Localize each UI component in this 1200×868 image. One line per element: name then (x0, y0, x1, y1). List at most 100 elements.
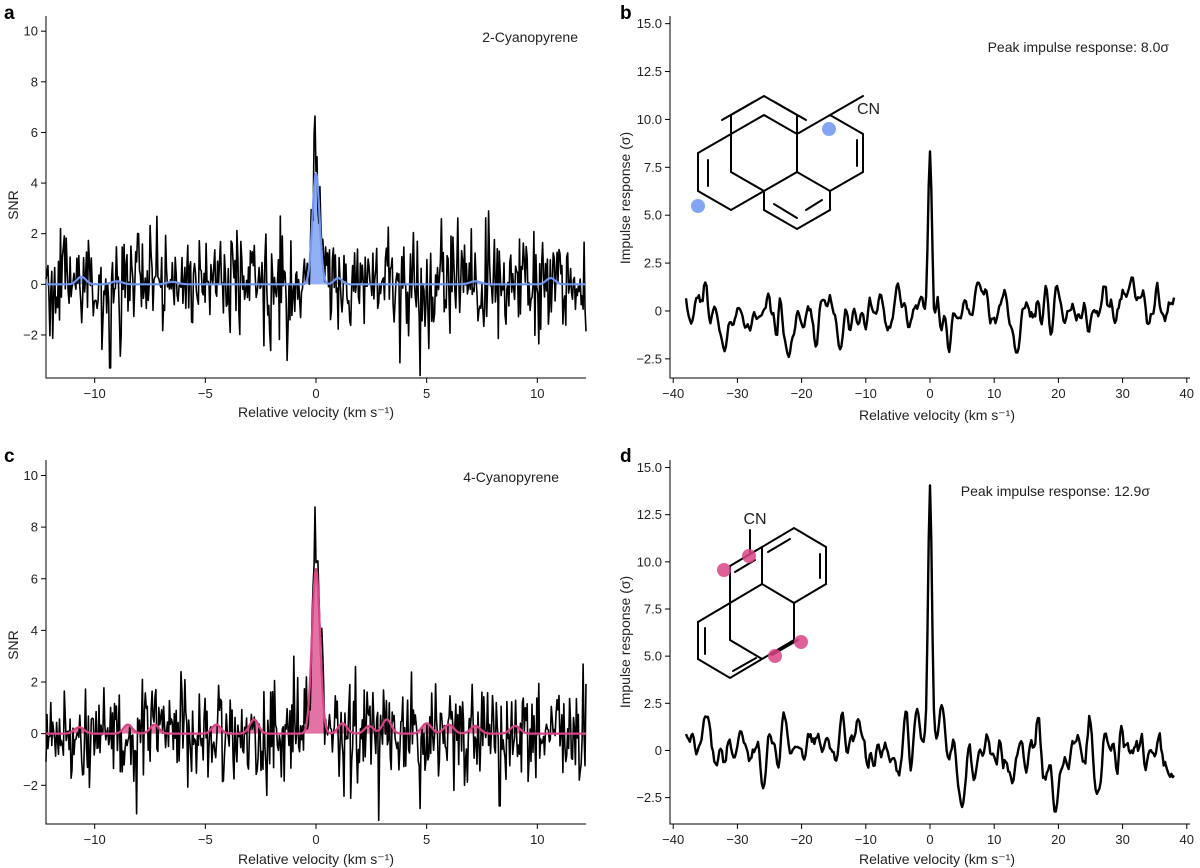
molecule-4-cyanopyrene: CN (697, 511, 827, 680)
x-tick-label-b: 40 (1180, 386, 1194, 401)
y-axis-label-a: SNR (5, 190, 21, 220)
x-tick-label-c: 10 (530, 832, 544, 847)
y-tick-label-a: 10 (24, 24, 38, 39)
y-tick-label-d: 2.5 (644, 696, 662, 711)
mol-b-marker-2 (822, 122, 836, 136)
mol-d-marker-4 (794, 635, 808, 649)
x-tick-label-b: 30 (1115, 386, 1129, 401)
y-tick-label-c: 8 (31, 520, 38, 535)
peak-response-label-d: Peak impulse response: 12.9σ (961, 483, 1151, 499)
x-tick-label-b: −30 (726, 386, 748, 401)
molecule-label-a: 2-Cyanopyrene (482, 29, 578, 45)
axes-c (45, 460, 586, 825)
y-tick-label-c: 0 (31, 726, 38, 741)
panel-letter-c: c (4, 446, 15, 467)
panel-d: d −40 −30 −20 −10 0 10 20 30 40 −2.5 0 2.5 5.0 7.5 10.… (617, 446, 1194, 867)
mol-b-marker-1 (691, 199, 705, 213)
y-tick-label-b: 15.0 (637, 16, 662, 31)
panel-letter-d: d (620, 446, 632, 467)
x-tick-label-d: 10 (987, 832, 1001, 847)
y-tick-label-a: 8 (31, 74, 38, 89)
mol-b-bonds (697, 94, 864, 231)
y-tick-label-b: 2.5 (644, 256, 662, 271)
x-axis-label-b: Relative velocity (km s⁻¹) (859, 407, 1015, 423)
mol-d-bonds (697, 526, 827, 680)
y-tick-label-a: 4 (31, 176, 38, 191)
y-tick-label-d: 12.5 (637, 507, 662, 522)
panel-letter-b: b (620, 3, 632, 24)
x-tick-label-b: −10 (855, 386, 877, 401)
x-tick-label-b: 20 (1051, 386, 1065, 401)
y-tick-label-d: 10.0 (637, 554, 662, 569)
plot-area-d: −40 −30 −20 −10 0 10 20 30 40 −2.5 0 2.5 5.0 7.5 10.0 1… (636, 460, 1194, 847)
y-tick-label-d: −2.5 (636, 790, 662, 805)
y-tick-label-a: −2 (23, 327, 38, 342)
impulse-response-b (684, 150, 1176, 359)
x-tick-label-c: −10 (84, 832, 106, 847)
model-fill-a (46, 173, 586, 285)
panel-a: a −10 −5 0 5 10 −2 0 2 4 6 8 10 2-Cyanopyrene Relat… (4, 3, 587, 420)
molecule-2-cyanopyrene: CN (691, 94, 880, 231)
x-tick-label-d: 0 (926, 832, 933, 847)
axes-a (45, 16, 586, 379)
mol-d-marker-2 (717, 563, 731, 577)
y-tick-label-d: 7.5 (644, 601, 662, 616)
x-tick-label-d: 20 (1051, 832, 1065, 847)
y-tick-label-d: 5.0 (644, 649, 662, 664)
x-tick-label-a: 10 (530, 386, 544, 401)
observed-spectrum-a (45, 115, 587, 377)
peak-response-label-b: Peak impulse response: 8.0σ (988, 39, 1170, 55)
y-tick-label-b: 0 (655, 303, 662, 318)
y-axis-label-d: Impulse response (σ) (617, 576, 633, 708)
x-tick-label-a: 5 (423, 386, 430, 401)
mol-d-substituent: CN (743, 511, 766, 528)
model-line-a (46, 172, 586, 286)
plot-area-a: −10 −5 0 5 10 −2 0 2 4 6 8 10 (23, 16, 587, 401)
x-tick-label-d: −40 (662, 832, 684, 847)
x-tick-label-d: 30 (1115, 832, 1129, 847)
y-tick-label-d: 0 (655, 743, 662, 758)
mol-d-marker-1 (742, 549, 756, 563)
y-tick-label-c: 4 (31, 623, 38, 638)
x-tick-label-d: −10 (855, 832, 877, 847)
x-axis-label-a: Relative velocity (km s⁻¹) (238, 404, 394, 420)
x-tick-label-b: 0 (926, 386, 933, 401)
x-tick-label-c: −5 (198, 832, 213, 847)
y-axis-label-b: Impulse response (σ) (617, 132, 633, 264)
x-tick-label-b: −40 (662, 386, 684, 401)
y-tick-label-c: 10 (24, 468, 38, 483)
x-tick-label-a: −5 (198, 386, 213, 401)
y-axis-label-c: SNR (5, 630, 21, 660)
x-tick-label-d: −20 (791, 832, 813, 847)
axes-d (669, 460, 1190, 825)
x-tick-label-b: −20 (791, 386, 813, 401)
y-tick-label-b: 7.5 (644, 160, 662, 175)
y-tick-label-c: 6 (31, 571, 38, 586)
y-tick-label-a: 0 (31, 277, 38, 292)
y-tick-label-a: 6 (31, 125, 38, 140)
y-tick-label-a: 2 (31, 226, 38, 241)
y-tick-label-b: 12.5 (637, 64, 662, 79)
mol-d-marker-3 (768, 649, 782, 663)
x-tick-label-d: −30 (726, 832, 748, 847)
x-tick-label-b: 10 (987, 386, 1001, 401)
x-tick-label-d: 40 (1180, 832, 1194, 847)
y-tick-label-c: −2 (23, 778, 38, 793)
panel-c: c −10 −5 0 5 10 −2 0 2 4 6 8 10 4-Cyanopyrene Relat… (4, 446, 587, 867)
x-tick-label-c: 5 (423, 832, 430, 847)
axes-b (669, 16, 1190, 379)
impulse-response-d (684, 484, 1175, 813)
y-tick-label-d: 15.0 (637, 460, 662, 475)
x-tick-label-a: −10 (84, 386, 106, 401)
y-tick-label-b: 5.0 (644, 208, 662, 223)
molecule-label-c: 4-Cyanopyrene (463, 469, 559, 485)
panel-b: b −40 −30 −20 −10 0 10 20 30 40 −2.5 0 2.5 5.0 7.5 10.… (617, 3, 1194, 423)
y-tick-label-c: 2 (31, 675, 38, 690)
observed-spectrum-c (45, 506, 587, 822)
x-axis-label-c: Relative velocity (km s⁻¹) (238, 851, 394, 867)
plot-area-b: −40 −30 −20 −10 0 10 20 30 40 −2.5 0 2.5 5.0 7.5 10.0 1… (636, 16, 1194, 401)
plot-area-c: −10 −5 0 5 10 −2 0 2 4 6 8 10 (23, 460, 587, 847)
model-fill-c (46, 568, 586, 734)
model-line-c (46, 568, 586, 735)
